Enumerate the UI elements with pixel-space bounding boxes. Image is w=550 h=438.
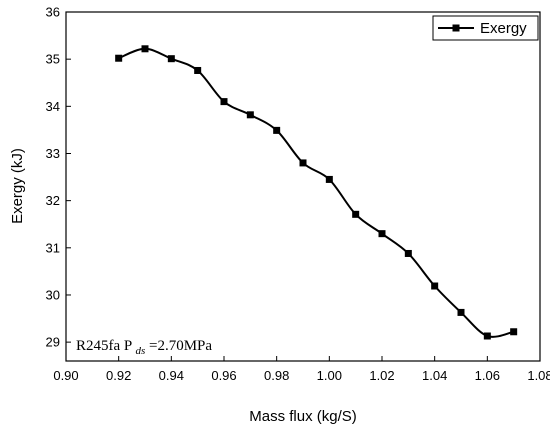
data-point-marker	[483, 332, 491, 340]
y-tick-label: 32	[46, 193, 60, 208]
annotation-suffix: =2.70MPa	[149, 338, 212, 354]
x-tick-label: 1.04	[422, 368, 447, 383]
x-tick-label: 0.94	[159, 368, 184, 383]
data-point-marker	[299, 159, 307, 167]
data-point-marker	[141, 45, 149, 53]
x-tick-label: 0.90	[53, 368, 78, 383]
data-point-marker	[404, 249, 412, 257]
x-axis-label: Mass flux (kg/S)	[249, 408, 357, 425]
data-point-marker	[352, 210, 360, 218]
y-axis-ticks: 29 30 31 32 33 34 35 36	[46, 5, 71, 350]
legend-label-exergy: Exergy	[480, 20, 527, 37]
data-point-marker	[194, 66, 202, 74]
data-point-marker	[273, 126, 281, 134]
legend-box	[432, 15, 539, 41]
plot-frame	[65, 11, 541, 362]
data-point-marker	[431, 282, 439, 290]
legend: Exergy	[432, 15, 539, 41]
data-point-marker	[167, 55, 175, 63]
y-tick-label: 29	[46, 335, 60, 350]
x-axis-ticks: 0.90 0.92 0.94 0.96 0.98 1.00 1.02 1.04 1.06 1.08	[53, 356, 550, 383]
y-axis-label: Exergy (kJ)	[9, 148, 26, 224]
y-tick-label: 30	[46, 287, 60, 302]
data-point-marker	[115, 54, 123, 62]
legend-marker-square	[452, 24, 460, 32]
data-point-marker	[220, 98, 228, 106]
x-tick-label: 1.00	[317, 368, 342, 383]
series-markers	[115, 45, 518, 340]
y-tick-label: 35	[46, 52, 60, 67]
data-point-marker	[246, 111, 254, 119]
data-point-marker	[325, 175, 333, 183]
y-tick-label: 36	[46, 5, 60, 20]
annotation-prefix: R245fa P	[76, 338, 132, 354]
data-point-marker	[510, 328, 518, 336]
x-tick-label: 1.08	[527, 368, 550, 383]
series-line-exergy	[118, 47, 514, 338]
y-tick-label: 33	[46, 146, 60, 161]
x-tick-label: 1.02	[369, 368, 394, 383]
x-tick-label: 0.98	[264, 368, 289, 383]
annotation-subscript: ds	[135, 345, 145, 357]
y-tick-label: 31	[46, 240, 60, 255]
x-tick-label: 0.92	[106, 368, 131, 383]
data-point-marker	[457, 308, 465, 316]
y-tick-label: 34	[46, 99, 60, 114]
x-tick-label: 0.96	[211, 368, 236, 383]
chart-annotation: R245fa P ds =2.70MPa	[76, 338, 212, 358]
data-point-marker	[378, 230, 386, 238]
x-tick-label: 1.06	[475, 368, 500, 383]
